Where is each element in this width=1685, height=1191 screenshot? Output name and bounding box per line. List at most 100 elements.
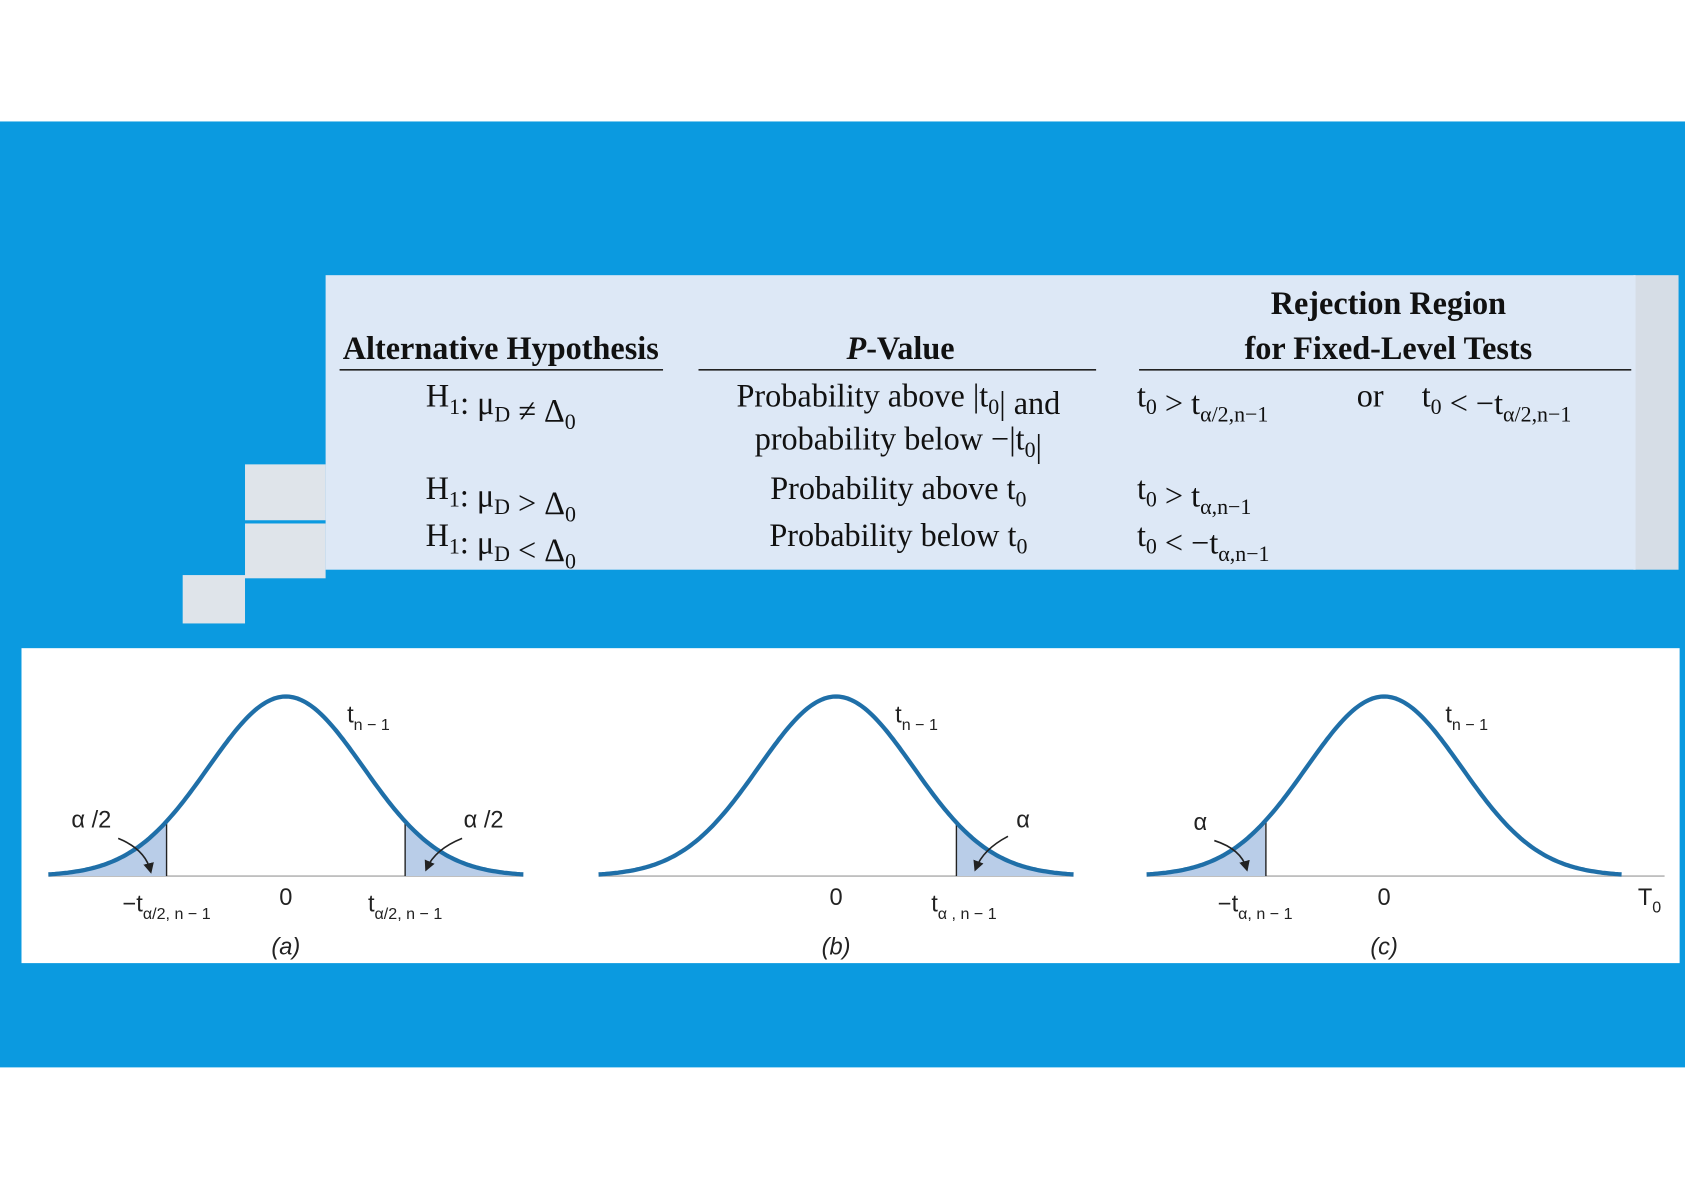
text-run: > t	[1157, 385, 1200, 421]
subscript: D	[494, 494, 510, 519]
density-curve	[598, 694, 1074, 877]
table-edge	[1633, 275, 1679, 570]
caption: (a)	[271, 935, 300, 961]
subscript: α/2, n − 1	[143, 905, 211, 923]
subscript: 0	[988, 394, 999, 419]
density-curve	[48, 694, 524, 877]
hypothesis-cell: H1: μD > Δ0	[426, 470, 576, 527]
p-value-cell: probability below −|t0|	[755, 420, 1042, 464]
text-run: | and	[999, 385, 1060, 421]
hypothesis-cell: H1: μD < Δ0	[426, 517, 576, 574]
text-run: α	[1194, 810, 1208, 836]
axis-label: 0	[829, 885, 842, 911]
text-run: or	[1357, 377, 1384, 413]
text-run: probability below −|t	[755, 420, 1025, 456]
text-run: Probability above |t	[737, 377, 989, 413]
text-run: α /2	[71, 808, 111, 834]
curve-label: tn − 1	[1445, 702, 1488, 734]
text-run: t	[931, 892, 938, 918]
tail-area	[405, 821, 524, 877]
tail-label: α /2	[71, 808, 111, 834]
table-panel	[325, 275, 1636, 570]
tail-area	[1146, 821, 1266, 877]
subscript: D	[494, 401, 510, 426]
italic-run: P	[845, 330, 866, 366]
subscript: α/2, n − 1	[375, 905, 443, 923]
axis-label: tα/2, n − 1	[368, 892, 442, 924]
subscript: 0	[565, 501, 576, 526]
text-run: -Value	[866, 330, 954, 366]
subscript: α , n − 1	[938, 905, 997, 923]
p-value-cell: Probability above t0	[770, 470, 1026, 512]
p-value-cell: Probability below t0	[769, 517, 1027, 559]
subscript: 0	[565, 409, 576, 434]
p-value-cell: Probability above |t0| and	[737, 377, 1061, 421]
text-run: α /2	[464, 808, 504, 834]
hypothesis-cell: H1: μD ≠ Δ0	[426, 377, 576, 434]
text-run: t	[895, 702, 902, 728]
header-rejection: Rejection Region	[1271, 285, 1506, 321]
deco-block	[182, 575, 246, 624]
text-run: −t	[122, 892, 143, 918]
subscript: n − 1	[1452, 716, 1488, 734]
header-p-value: P-Value	[845, 330, 954, 366]
subscript: 1	[449, 394, 460, 419]
subscript: α/2,n−1	[1503, 401, 1571, 426]
header-hypothesis: Alternative Hypothesis	[343, 330, 659, 366]
subscript: n − 1	[902, 716, 938, 734]
deco-block	[245, 523, 326, 579]
text-run: T	[1638, 885, 1652, 911]
figure-panel	[21, 648, 1680, 964]
subscript: 0	[1146, 534, 1157, 559]
text-run: −t	[1218, 892, 1239, 918]
text-run: H	[426, 517, 449, 553]
text-run: |	[1036, 428, 1042, 464]
arrow	[1214, 839, 1250, 872]
text-run: 0	[829, 885, 842, 911]
axis-label: 0	[1378, 885, 1391, 911]
text-run: > t	[1157, 477, 1200, 513]
arrow	[973, 835, 1009, 872]
tail-label: α	[1016, 808, 1030, 834]
text-run: 0	[279, 885, 292, 911]
text-run: t	[347, 702, 354, 728]
arrow	[117, 837, 154, 874]
tail-area	[48, 821, 167, 877]
subscript: 0	[565, 549, 576, 574]
text-run: α	[1016, 808, 1030, 834]
text-run: t	[1137, 470, 1146, 506]
subscript: 0	[1146, 486, 1157, 511]
content: Alternative Hypothesis P-Value Rejection R…	[48, 285, 1665, 961]
text-run: H	[426, 377, 449, 413]
caption: (c)	[1370, 935, 1398, 961]
subscript: 1	[449, 534, 460, 559]
text-run: < −t	[1157, 525, 1218, 561]
header-rejection: for Fixed-Level Tests	[1245, 330, 1533, 366]
subscript: 0	[1016, 486, 1027, 511]
text-run: t	[1445, 702, 1452, 728]
subscript: D	[494, 541, 510, 566]
text-run: Probability above t	[770, 470, 1015, 506]
curve-label: tn − 1	[347, 702, 390, 734]
text-run: > Δ	[510, 485, 565, 521]
subscript: n − 1	[354, 716, 390, 734]
rejection-cell: t0 > tα/2,n−1	[1137, 377, 1268, 426]
axis-label: T0	[1638, 885, 1661, 917]
axis-label: −tα, n − 1	[1218, 892, 1293, 924]
text-run: t	[1137, 517, 1146, 553]
subscript: α,n−1	[1218, 541, 1269, 566]
text-run: t	[368, 892, 375, 918]
subscript: 0	[1025, 437, 1036, 462]
rejection-cell: t0 < −tα,n−1	[1137, 517, 1270, 566]
subscript: 0	[1431, 394, 1442, 419]
rejection-cell: t0 < −tα/2,n−1	[1422, 377, 1572, 426]
text-run: : μ	[460, 525, 494, 561]
text-run: < −t	[1442, 385, 1503, 421]
rejection-cell: or	[1357, 377, 1384, 413]
density-curve	[1146, 694, 1622, 877]
tail-area	[956, 822, 1074, 877]
subscript: 0	[1146, 394, 1157, 419]
axis-label: tα , n − 1	[931, 892, 996, 924]
